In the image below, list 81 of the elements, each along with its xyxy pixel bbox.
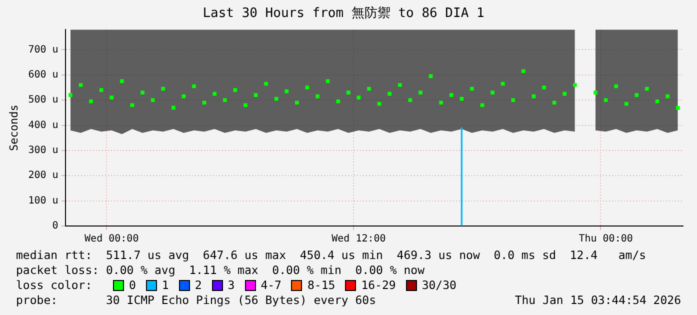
legend-label: 16-29 bbox=[361, 278, 396, 293]
point bbox=[150, 98, 155, 102]
point bbox=[645, 86, 649, 91]
point bbox=[449, 93, 454, 97]
y-tick-label: 100 u bbox=[28, 195, 58, 206]
y-tick-label: 400 u bbox=[28, 120, 58, 131]
point bbox=[418, 90, 422, 94]
text: median rtt: 511.7 us avg 647.6 us max 450.4 us min 469.3 us now 0.0 ms sd 12.4 am/s bbox=[16, 248, 648, 263]
point bbox=[346, 90, 350, 94]
legend-label: 4-7 bbox=[260, 278, 282, 293]
point bbox=[89, 99, 93, 104]
point bbox=[254, 93, 258, 97]
legend-label: 0 bbox=[128, 278, 136, 293]
point bbox=[542, 86, 546, 90]
point bbox=[500, 82, 505, 86]
legend-label: 8-15 bbox=[307, 278, 336, 293]
point bbox=[480, 103, 484, 108]
point bbox=[99, 88, 104, 92]
y-tick-label: 300 u bbox=[28, 145, 58, 156]
legend-label: 2 bbox=[194, 278, 202, 293]
y-tick-label: 500 u bbox=[28, 94, 58, 106]
point bbox=[676, 106, 680, 110]
y-tick-label: 200 u bbox=[28, 170, 58, 182]
chart-title: Last 30 Hours from 無防禦 to 86 DIA 1 bbox=[202, 6, 484, 22]
text: probe: 30 ICMP Echo Pings (56 Bytes) every 60s bbox=[16, 293, 376, 308]
point bbox=[110, 96, 114, 100]
point bbox=[222, 98, 227, 102]
point bbox=[460, 96, 464, 101]
point bbox=[120, 79, 124, 84]
point bbox=[408, 98, 412, 102]
point bbox=[552, 100, 556, 105]
y-tick-label: 0 bbox=[52, 220, 58, 232]
point bbox=[68, 93, 72, 97]
point bbox=[511, 98, 516, 102]
y-tick-label: 700 u bbox=[28, 44, 58, 56]
point bbox=[377, 102, 382, 106]
point bbox=[78, 83, 83, 87]
point bbox=[295, 100, 299, 105]
point bbox=[666, 94, 670, 98]
point bbox=[284, 89, 289, 94]
text: packet loss: 0.00 % avg 1.11 % max 0.00 % min 0.00 % now bbox=[16, 263, 426, 278]
legend-label: 30/30 bbox=[422, 278, 456, 293]
y-tick-label: 600 u bbox=[28, 70, 58, 81]
point bbox=[316, 94, 320, 98]
point bbox=[562, 92, 567, 96]
point bbox=[130, 103, 134, 108]
y-axis-title: Seconds bbox=[7, 104, 20, 151]
point bbox=[398, 83, 402, 87]
text: Thu Jan 15 03:44:54 2026 bbox=[514, 293, 681, 308]
point bbox=[388, 92, 392, 96]
legend-title: loss color: bbox=[16, 278, 94, 293]
point bbox=[356, 96, 361, 100]
point bbox=[367, 86, 371, 91]
point bbox=[233, 88, 238, 92]
point bbox=[171, 106, 176, 110]
point bbox=[244, 103, 248, 108]
point bbox=[336, 99, 340, 104]
point bbox=[655, 99, 660, 104]
legend-label: 3 bbox=[228, 278, 235, 293]
point bbox=[572, 83, 577, 87]
point bbox=[202, 100, 206, 105]
x-tick-label: Thu 00:00 bbox=[578, 234, 633, 245]
point bbox=[594, 90, 598, 94]
point bbox=[274, 96, 278, 101]
point bbox=[192, 84, 196, 88]
point bbox=[305, 86, 310, 90]
point bbox=[212, 92, 216, 96]
point bbox=[624, 102, 628, 106]
legend-label: 1 bbox=[162, 278, 169, 293]
point bbox=[634, 93, 639, 97]
point bbox=[604, 98, 608, 102]
x-tick-label: Wed 00:00 bbox=[84, 234, 139, 245]
point bbox=[522, 69, 526, 74]
point bbox=[264, 82, 268, 86]
point bbox=[140, 90, 144, 94]
x-tick-label: Wed 12:00 bbox=[332, 234, 386, 245]
point bbox=[161, 86, 166, 91]
point bbox=[439, 100, 443, 105]
point bbox=[470, 86, 474, 91]
point bbox=[614, 84, 618, 88]
point bbox=[490, 90, 494, 94]
